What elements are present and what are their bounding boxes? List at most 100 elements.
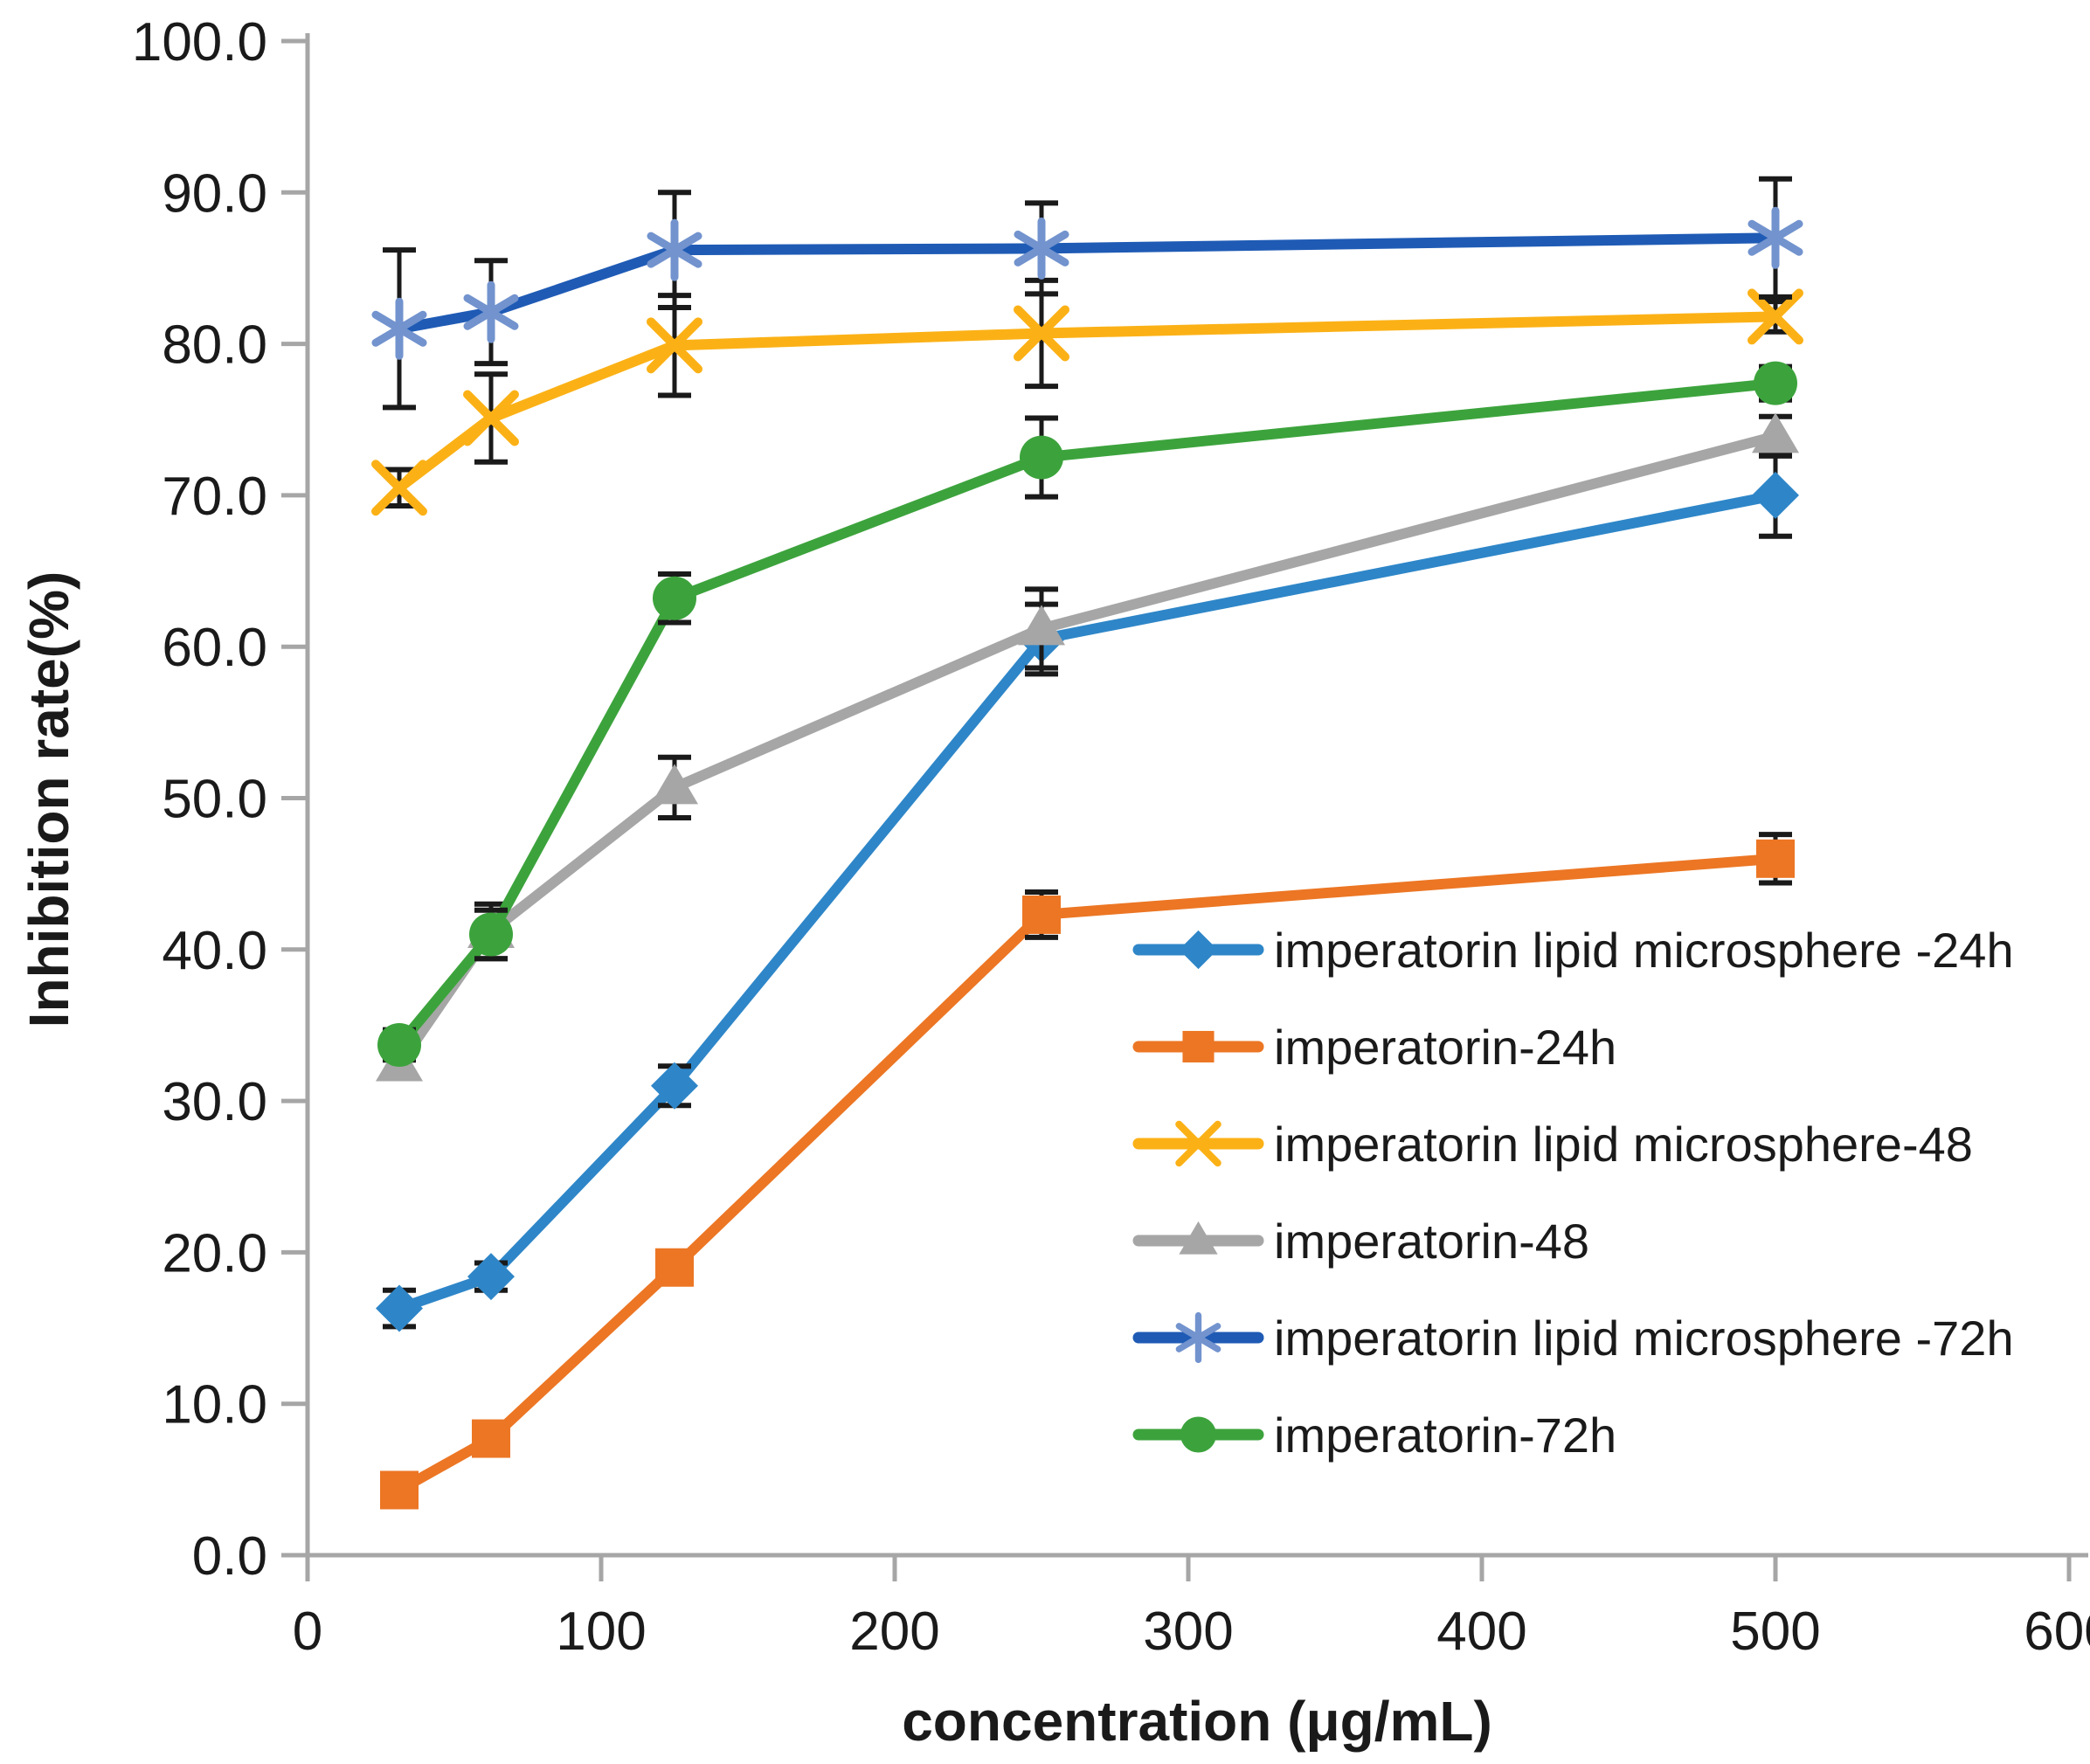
triangle-shape [651,764,698,805]
asterisk-stroke [463,294,519,330]
square-marker [1022,895,1061,934]
asterisk-stroke [1175,1323,1221,1352]
legend-item: imperatorin lipid microsphere -72h [1132,1311,2014,1366]
triangle-shape [1018,605,1065,646]
circle-shape [377,1022,421,1067]
diamond-shape [1752,471,1799,519]
square-marker [380,1470,419,1510]
y-tick-label: 100.0 [132,12,267,73]
diamond-marker [1179,930,1218,970]
diamond-marker [467,1253,515,1301]
series-line [394,232,1781,335]
x-cross-marker [463,390,519,446]
y-tick-label: 20.0 [162,1223,267,1283]
circle-marker [1754,361,1797,405]
circle-shape [653,576,696,620]
triangle-marker [1179,1221,1218,1255]
asterisk-marker [1747,206,1803,269]
diamond-shape [376,1284,423,1332]
legend-label: imperatorin-24h [1274,1020,1616,1075]
x-cross-marker [647,317,702,374]
series-5 [371,176,1803,411]
x-tick-label: 300 [1143,1601,1233,1662]
y-tick-label: 60.0 [162,618,267,678]
legend-item: imperatorin lipid microsphere -24h [1132,923,2014,978]
triangle-marker [1018,605,1065,646]
diamond-marker [376,1284,423,1332]
square-marker [472,1419,510,1458]
circle-marker [1020,435,1063,480]
square-marker [1756,839,1795,878]
x-tick-label: 200 [849,1601,939,1662]
legend-label: imperatorin lipid microsphere-48 [1274,1117,1973,1172]
y-tick-label: 70.0 [162,467,267,527]
triangle-shape [1179,1221,1218,1255]
asterisk-marker [371,297,427,360]
asterisk-stroke [1747,219,1803,256]
asterisk-marker [647,218,702,281]
circle-marker [653,576,696,620]
y-axis-title: Inhibition rate(%) [17,571,80,1028]
tick-layer: 0.0 10.0 20.0 30.0 40.0 50.0 60.0 70.0 80.0 90.0 1… [132,12,2090,1662]
asterisk-marker [1175,1311,1221,1364]
diamond-shape [467,1253,515,1301]
x-tick-label: 600 [2024,1601,2090,1662]
legend-layer: imperatorin lipid microsphere -24h impera… [1132,923,2014,1463]
circle-shape [469,912,513,957]
series-1 [376,452,1799,1332]
diamond-marker [651,1062,698,1110]
asterisk-stroke [1014,230,1069,266]
circle-shape [1180,1416,1216,1453]
legend-label: imperatorin lipid microsphere -24h [1274,923,2014,978]
x-stroke [371,460,427,516]
series-6 [377,361,1797,1067]
y-tick-label: 30.0 [162,1072,267,1132]
legend-label: imperatorin lipid microsphere -72h [1274,1311,2014,1366]
x-tick-label: 400 [1436,1601,1526,1662]
diamond-shape [1179,930,1218,970]
legend-label: imperatorin-48 [1274,1214,1589,1269]
circle-shape [1754,361,1797,405]
square-shape [472,1419,510,1458]
asterisk-marker [463,280,519,343]
y-tick-label: 0.0 [192,1526,267,1587]
legend-item: imperatorin-72h [1132,1408,1616,1463]
x-cross-marker [371,460,427,516]
square-shape [1022,895,1061,934]
y-tick-label: 90.0 [162,163,267,224]
x-axis-title: concentration (μg/mL) [902,1690,1492,1753]
circle-shape [1020,435,1063,480]
x-tick-label: 100 [556,1601,646,1662]
x-stroke [463,390,519,446]
x-tick-label: 500 [1730,1601,1820,1662]
square-shape [1182,1030,1215,1063]
legend-item: imperatorin lipid microsphere-48 [1132,1117,1973,1172]
y-tick-label: 80.0 [162,315,267,376]
triangle-marker [1752,412,1799,453]
legend-label: imperatorin-72h [1274,1408,1616,1463]
triangle-marker [651,764,698,805]
x-cross-marker [1747,288,1803,345]
x-stroke [1747,288,1803,345]
y-tick-label: 50.0 [162,770,267,830]
diamond-marker [1752,471,1799,519]
x-stroke [1175,1120,1221,1167]
series-2 [380,832,1795,1510]
diamond-shape [651,1062,698,1110]
circle-marker [1180,1416,1216,1453]
triangle-shape [1752,412,1799,453]
series-3 [371,277,1803,516]
square-marker [1182,1030,1215,1063]
square-shape [1756,839,1795,878]
legend-item: imperatorin-24h [1132,1020,1616,1075]
x-stroke [1014,305,1069,362]
x-tick-label: 0 [293,1601,322,1662]
asterisk-stroke [647,232,702,268]
asterisk-stroke [371,310,427,347]
circle-marker [469,912,513,957]
series-layer [371,176,1803,1510]
square-shape [655,1248,694,1287]
legend-item: imperatorin-48 [1132,1214,1589,1269]
